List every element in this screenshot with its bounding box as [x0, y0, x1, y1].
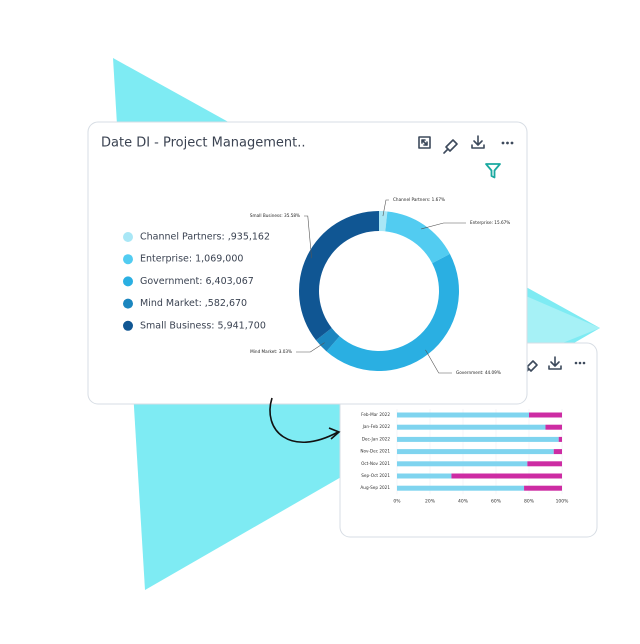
data-label: Enterprise: 15.67%	[470, 220, 510, 225]
filter-icon[interactable]	[485, 163, 501, 179]
bar-segment	[558, 436, 562, 442]
legend-swatch	[123, 276, 133, 287]
data-label: Small Business: 35.58%	[250, 213, 300, 218]
legend: Channel Partners: ,935,162 Enterprise: 1,…	[123, 232, 270, 331]
download-icon[interactable]	[548, 356, 562, 370]
legend-swatch	[123, 298, 133, 309]
bar-segment	[529, 412, 562, 418]
more-icon[interactable]	[574, 361, 586, 365]
leader-line	[382, 199, 389, 217]
donut-segment	[315, 327, 340, 352]
donut-segment	[299, 211, 379, 341]
pin-icon[interactable]	[443, 139, 458, 154]
legend-label: Government: 6,403,067	[140, 276, 254, 287]
arrow	[269, 397, 341, 443]
expand-icon[interactable]	[418, 136, 431, 149]
data-label: Channel Partners: 1.67%	[393, 197, 445, 202]
donut-segment	[385, 211, 450, 264]
x-tick-label: 40%	[458, 499, 469, 505]
main-card: Date DI - Project Management.. Channel P…	[87, 121, 528, 405]
legend-label: Channel Partners: ,935,162	[140, 232, 270, 243]
bar-segment	[397, 449, 554, 455]
legend-swatch	[123, 254, 133, 265]
leader-line	[296, 342, 325, 353]
leader-line	[425, 349, 452, 374]
data-label: Government: 44.09%	[456, 370, 501, 375]
bar-segment	[397, 436, 559, 442]
download-icon[interactable]	[471, 135, 485, 149]
stacked-bar-chart: 0% 20% 40% 60% 80% 100% Feb-Mar 2022 Jan-Feb 20…	[360, 409, 569, 505]
bar-segment	[524, 485, 562, 491]
x-tick-label: 0%	[393, 499, 401, 505]
donut-segment	[326, 253, 459, 372]
bar-segment	[397, 412, 529, 418]
y-tick-label: Jan-Feb 2022	[362, 424, 391, 429]
y-tick-label: Sep-Oct 2021	[361, 473, 390, 478]
y-tick-label: Oct-Nov 2021	[361, 461, 390, 466]
x-tick-label: 100%	[556, 499, 570, 505]
bar-segment	[527, 461, 562, 467]
x-tick-label: 60%	[491, 499, 502, 505]
bar-segment	[451, 473, 562, 479]
x-tick-label: 80%	[524, 499, 535, 505]
y-tick-label: Aug-Sep 2021	[360, 485, 390, 490]
legend-swatch	[123, 320, 133, 331]
y-tick-label: Dec-Jan 2022	[362, 436, 391, 441]
data-label: Mind Market: 3.03%	[250, 349, 292, 354]
bar-segment	[397, 485, 525, 491]
y-tick-label: Feb-Mar 2022	[361, 412, 390, 417]
legend-label: Small Business: 5,941,700	[140, 320, 266, 331]
bar-segment	[397, 473, 452, 479]
bar-segment	[397, 461, 528, 467]
donut-segment	[379, 211, 388, 232]
y-tick-label: Nov-Dec 2021	[360, 449, 390, 454]
x-tick-label: 20%	[425, 499, 436, 505]
legend-swatch	[123, 232, 133, 242]
leader-line	[304, 215, 312, 259]
card-title: Date DI - Project Management..	[101, 136, 306, 151]
legend-label: Mind Market: ,582,670	[140, 298, 247, 309]
donut-chart: Channel Partners: 1.67% Enterprise: 15.67…	[250, 197, 510, 375]
legend-label: Enterprise: 1,069,000	[140, 254, 243, 265]
bar-segment	[397, 424, 546, 430]
more-icon[interactable]	[501, 141, 514, 145]
leader-line	[421, 222, 466, 230]
bar-segment	[553, 449, 562, 455]
bar-segment	[545, 424, 562, 430]
